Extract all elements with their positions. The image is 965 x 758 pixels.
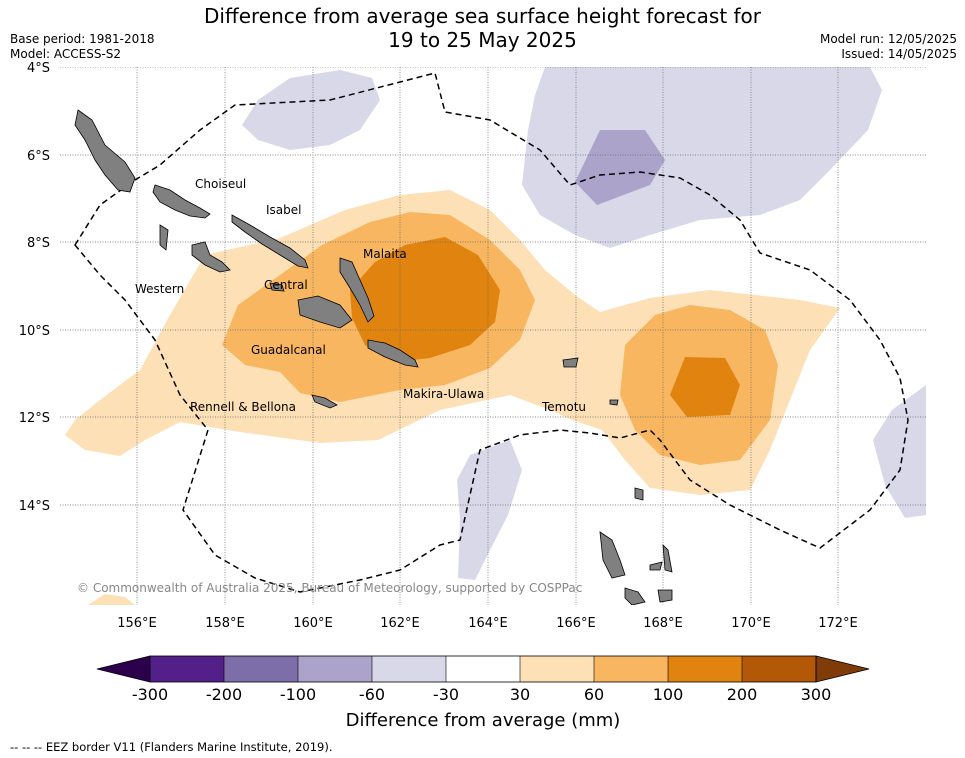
lat-tick-10s: 10°S [19, 324, 50, 339]
map-area: Choiseul Isabel Malaita Western Central … [60, 67, 926, 605]
colorbar-segment-3 [298, 656, 372, 682]
island-choiseul-east [152, 184, 211, 219]
lat-tick-8s: 8°S [27, 236, 50, 251]
eez-legend-note: -- -- -- EEZ border V11 (Flanders Marine… [10, 740, 333, 754]
colorbar-tick-1: -200 [206, 685, 242, 704]
model-run-text: Model run: 12/05/2025 [819, 32, 957, 46]
colorbar-under-arrow [96, 655, 151, 683]
issued-text: Issued: 14/05/2025 [841, 47, 957, 61]
positive-anomaly-30-60-south [88, 594, 135, 605]
colorbar-segment-8 [668, 656, 742, 682]
latitude-axis-labels: 4°S 6°S 8°S 10°S 12°S 14°S [19, 61, 50, 514]
island-malaita [339, 257, 375, 323]
island-rennell [311, 394, 338, 409]
lon-tick-172e: 172°E [818, 616, 858, 631]
province-label-makira-ulawa: Makira-Ulawa [403, 387, 484, 401]
island-vanuatu-1 [599, 531, 626, 579]
lon-tick-156e: 156°E [117, 616, 157, 631]
eez-border [74, 72, 909, 593]
island-makira [367, 339, 419, 368]
island-vanuatu-5 [657, 589, 673, 603]
metadata-right: Model run: 12/05/2025 Issued: 14/05/2025 [820, 32, 957, 62]
province-labels: Choiseul Isabel Malaita Western Central … [135, 177, 586, 414]
colorbar-label: Difference from average (mm) [346, 710, 621, 731]
island-vanuatu-6 [634, 487, 644, 501]
colorbar-tick-6: 60 [584, 685, 604, 704]
lat-tick-14s: 14°S [19, 499, 50, 514]
island-choiseul [74, 109, 136, 193]
negative-anomaly-region-north [242, 70, 380, 150]
model-text: Model: ACCESS-S2 [10, 47, 122, 61]
island-central-small [269, 282, 285, 292]
colorbar-segment-6 [520, 656, 594, 682]
island-temotu-1 [562, 357, 579, 368]
island-temotu-2 [609, 399, 619, 406]
copyright-text: © Commonwealth of Australia 2025, Bureau… [77, 581, 582, 595]
colorbar-segment-4 [372, 656, 446, 682]
province-label-temotu: Temotu [541, 400, 586, 414]
province-label-western: Western [135, 282, 184, 296]
colorbar: -300 -200 -100 -60 -30 30 60 100 200 300… [96, 655, 870, 731]
colorbar-segment-1 [150, 656, 224, 682]
colorbar-tick-4: -30 [433, 685, 459, 704]
province-label-choiseul: Choiseul [195, 177, 246, 191]
colorbar-over-arrow [815, 655, 870, 683]
positive-anomaly-100-200-west [350, 237, 500, 362]
longitude-axis-labels: 156°E 158°E 160°E 162°E 164°E 166°E 168°… [117, 616, 858, 631]
lon-tick-160e: 160°E [293, 616, 333, 631]
colorbar-tick-9: 300 [801, 685, 832, 704]
colorbar-segment-2 [224, 656, 298, 682]
title-line-1: Difference from average sea surface heig… [203, 4, 762, 28]
island-western-small [159, 224, 169, 251]
province-label-guadalcanal: Guadalcanal [251, 343, 326, 357]
negative-anomaly-region-east [873, 385, 926, 518]
colorbar-tick-2: -100 [280, 685, 316, 704]
solomon-islands-land [74, 109, 673, 605]
island-vanuatu-4 [649, 561, 663, 571]
island-vanuatu-2 [624, 587, 646, 605]
island-guadalcanal [297, 295, 353, 329]
province-label-isabel: Isabel [266, 203, 301, 217]
lon-tick-168e: 168°E [643, 616, 683, 631]
colorbar-segment-9 [742, 656, 816, 682]
lon-tick-162e: 162°E [380, 616, 420, 631]
colorbar-outline [149, 655, 817, 683]
metadata-left: Base period: 1981-2018 Model: ACCESS-S2 [10, 32, 155, 62]
colorbar-tick-0: -300 [132, 685, 168, 704]
province-label-malaita: Malaita [363, 247, 407, 261]
island-vanuatu-3 [662, 543, 673, 573]
province-label-rennell-bellona: Rennell & Bellona [190, 400, 296, 414]
colorbar-tick-8: 200 [727, 685, 758, 704]
negative-anomaly-region-northeast [522, 67, 882, 248]
lon-tick-170e: 170°E [731, 616, 771, 631]
island-isabel [231, 214, 309, 269]
positive-anomaly-100-200-east [670, 357, 740, 417]
colorbar-tick-7: 100 [653, 685, 684, 704]
lat-tick-4s: 4°S [27, 61, 50, 76]
base-period-text: Base period: 1981-2018 [10, 32, 155, 46]
colorbar-segment-5 [446, 656, 520, 682]
lon-tick-164e: 164°E [468, 616, 508, 631]
lon-tick-158e: 158°E [205, 616, 245, 631]
colorbar-tick-3: -60 [359, 685, 385, 704]
colorbar-segment-7 [594, 656, 668, 682]
lon-tick-166e: 166°E [556, 616, 596, 631]
chart-title: Difference from average sea surface heig… [0, 4, 965, 52]
negative-anomaly-region-south [457, 440, 522, 580]
island-new-georgia [191, 241, 231, 273]
lat-tick-6s: 6°S [27, 149, 50, 164]
province-label-central: Central [264, 278, 308, 292]
colorbar-tick-5: 30 [510, 685, 530, 704]
negative-anomaly-core-northeast [575, 130, 665, 205]
lat-tick-12s: 12°S [19, 411, 50, 426]
title-line-2: 19 to 25 May 2025 [388, 28, 577, 52]
